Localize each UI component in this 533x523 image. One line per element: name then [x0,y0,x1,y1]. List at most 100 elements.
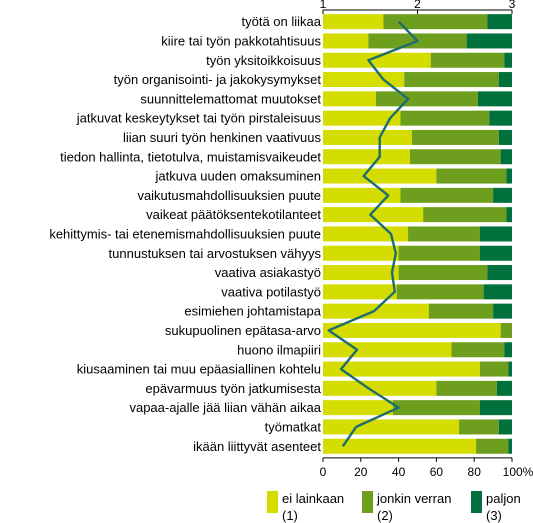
bar-segment [504,52,512,68]
bar-segment [323,52,431,68]
legend-label: (1) [282,508,298,523]
bar-segment [498,72,512,88]
category-label: työtä on liikaa [242,14,322,29]
category-label: sukupuolinen epätasa-arvo [165,323,321,338]
bar-segment [400,187,494,203]
bar-segment [498,419,512,435]
category-label: vaativa asiakastyö [215,265,321,280]
bar-segment [498,129,512,145]
x-tick-label: 40 [392,465,406,479]
bar-segment [323,361,480,377]
bar-segment [479,400,512,416]
bar-segment [323,187,401,203]
bar-segment [323,245,399,261]
category-label: jatkuva uuden omaksuminen [155,169,322,184]
bar-segment [323,342,452,358]
legend-swatch [267,491,278,513]
category-label: työn organisointi- ja jakokysymykset [114,72,322,87]
top-tick-label: 1 [320,0,327,11]
category-label: epävarmuus työn jatkumisesta [145,381,321,396]
bar-segment [404,72,499,88]
bar-segment [451,342,505,358]
bar-segment [323,226,409,242]
bar-segment [500,322,512,338]
bar-segment [323,110,401,126]
legend-swatch [471,491,482,513]
bar-segment [323,72,405,88]
top-tick-label: 3 [509,0,516,11]
category-label: tiedon hallinta, tietotulva, muistamisva… [60,149,321,164]
category-label: suunnittelemattomat muutokset [140,91,321,106]
legend-label: jonkin verran [376,491,451,506]
bar-segment [392,400,480,416]
category-label: työn yksitoikkoisuus [206,53,321,68]
bar-segment [483,284,512,300]
bar-segment [430,52,505,68]
bar-segment [508,438,512,454]
bar-segment [436,380,497,396]
category-label: kiire tai työn pakkotahtisuus [161,33,321,48]
bar-segment [323,380,437,396]
category-label: tunnustuksen tai arvostuksen vähyys [109,246,322,261]
category-label: liian suuri työn henkinen vaativuus [123,130,322,145]
bar-segment [487,265,512,281]
bar-segment [466,33,512,49]
bar-segment [487,14,512,30]
legend-label: paljon [486,491,521,506]
bar-segment [383,14,488,30]
legend-label: (3) [486,508,502,523]
bar-segment [493,303,512,319]
category-label: ikään liittyvät asenteet [193,439,321,454]
mean-line [327,20,419,447]
bar-segment [323,14,384,30]
bar-segment [323,149,410,165]
bar-segment [375,91,478,107]
category-label: kiusaaminen tai muu epäasiallinen kohtel… [77,362,321,377]
bar-segment [476,438,509,454]
bar-segment [398,265,488,281]
legend-label: ei lainkaan [282,491,344,506]
bar-segment [323,303,429,319]
bar-segment [323,419,460,435]
bar-segment [400,110,490,126]
bar-segment [323,207,424,223]
bar-segment [459,419,499,435]
bar-segment [323,168,437,184]
bar-segment [323,400,393,416]
bar-segment [477,91,512,107]
bar-segment [489,110,512,126]
bar-segment [479,226,512,242]
x-tick-label: 100% [503,465,533,479]
category-label: vaikutusmahdollisuuksien puute [137,188,321,203]
x-tick-label: 0 [320,465,327,479]
bar-segment [423,207,507,223]
bar-segment [479,361,509,377]
bar-segment [479,245,512,261]
category-label: vapaa-ajalle jää liian vähän aikaa [129,400,321,415]
legend-swatch [362,491,373,513]
bar-segment [506,168,512,184]
bar-segment [428,303,494,319]
bar-segment [323,129,412,145]
bar-segment [323,322,501,338]
bar-segment [396,284,484,300]
bar-segment [323,91,376,107]
bar-segment [323,284,397,300]
bar-segment [493,187,512,203]
top-tick-label: 2 [414,0,421,11]
bar-segment [408,226,480,242]
category-label: jatkuvat keskeytykset tai työn pirstalei… [76,111,322,126]
category-label: esimiehen johtamistapa [184,304,321,319]
bar-segment [496,380,512,396]
bar-segment [508,361,512,377]
bar-segment [500,149,512,165]
bar-segment [409,149,501,165]
bar-segment [323,265,399,281]
category-label: työmatkat [265,419,322,434]
x-tick-label: 60 [430,465,444,479]
bar-segment [436,168,507,184]
legend-label: (2) [377,508,393,523]
x-tick-label: 80 [468,465,482,479]
